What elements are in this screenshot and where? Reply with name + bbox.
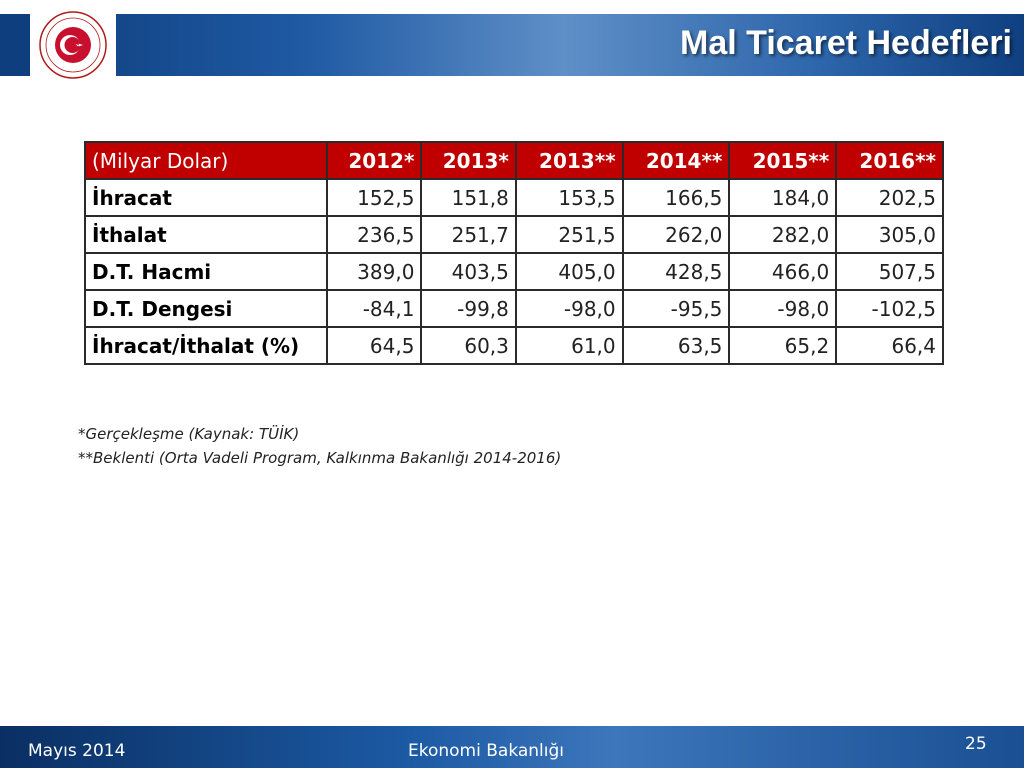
footer-bar: Mayıs 2014 Ekonomi Bakanlığı 25 (0, 726, 1024, 768)
footnotes: *Gerçekleşme (Kaynak: TÜİK) **Beklenti (… (78, 422, 561, 470)
footer-ministry: Ekonomi Bakanlığı (408, 741, 565, 761)
table-cell: 251,5 (514, 215, 624, 254)
table-cell: 153,5 (514, 178, 624, 217)
table-row-ihracat: İhracat 152,5 151,8 153,5 166,5 184,0 20… (84, 178, 944, 217)
footnote-actual: *Gerçekleşme (Kaynak: TÜİK) (78, 425, 300, 443)
table-cell: 236,5 (325, 215, 423, 254)
table-cell: -95,5 (621, 289, 731, 328)
slide-number: 25 (965, 734, 987, 754)
table-cell: -102,5 (835, 289, 944, 328)
table-cell: 305,0 (835, 215, 944, 254)
column-header-2016: 2016** (835, 141, 944, 180)
table-cell: 262,0 (621, 215, 731, 254)
row-label: D.T. Hacmi (84, 252, 328, 291)
table-row-ithalat: İthalat 236,5 251,7 251,5 262,0 282,0 30… (84, 215, 944, 254)
table-cell: 64,5 (325, 326, 423, 365)
header-banner (0, 14, 1024, 76)
table-cell: 466,0 (728, 252, 838, 291)
table-cell: 282,0 (728, 215, 838, 254)
ministry-logo-icon (39, 11, 107, 79)
table-cell: 202,5 (835, 178, 944, 217)
table-cell: 63,5 (621, 326, 731, 365)
row-label: İhracat/İthalat (%) (84, 326, 328, 365)
table-cell: -84,1 (325, 289, 423, 328)
table-cell: 166,5 (621, 178, 731, 217)
table-cell: 66,4 (835, 326, 944, 365)
table-cell: 507,5 (835, 252, 944, 291)
table-cell: 184,0 (728, 178, 838, 217)
header-left-strip (0, 14, 30, 76)
table-cell: 60,3 (420, 326, 517, 365)
page-title: Mal Ticaret Hedefleri (680, 24, 1012, 62)
table-cell: 61,0 (514, 326, 624, 365)
column-header-2013-actual: 2013* (420, 141, 517, 180)
table-cell: -99,8 (420, 289, 517, 328)
footer-date: Mayıs 2014 (28, 741, 126, 761)
footnote-expected: **Beklenti (Orta Vadeli Program, Kalkınm… (78, 449, 562, 467)
table-cell: 405,0 (514, 252, 624, 291)
table-row-dt-dengesi: D.T. Dengesi -84,1 -99,8 -98,0 -95,5 -98… (84, 289, 944, 328)
table-header-row: (Milyar Dolar) 2012* 2013* 2013** 2014**… (84, 141, 944, 180)
trade-targets-table: (Milyar Dolar) 2012* 2013* 2013** 2014**… (84, 141, 944, 365)
column-header-2015: 2015** (728, 141, 838, 180)
column-header-2013-expected: 2013** (514, 141, 624, 180)
row-label: D.T. Dengesi (84, 289, 328, 328)
table-cell: 428,5 (621, 252, 731, 291)
row-label: İhracat (84, 178, 328, 217)
table-cell: 403,5 (420, 252, 517, 291)
table-row-ihracat-ithalat-ratio: İhracat/İthalat (%) 64,5 60,3 61,0 63,5 … (84, 326, 944, 365)
column-header-unit: (Milyar Dolar) (84, 141, 328, 180)
table-cell: 389,0 (325, 252, 423, 291)
row-label: İthalat (84, 215, 328, 254)
table-cell: -98,0 (728, 289, 838, 328)
table-cell: 151,8 (420, 178, 517, 217)
table-cell: 251,7 (420, 215, 517, 254)
table-cell: 152,5 (325, 178, 423, 217)
column-header-2014: 2014** (621, 141, 731, 180)
table-cell: -98,0 (514, 289, 624, 328)
column-header-2012: 2012* (325, 141, 423, 180)
table-cell: 65,2 (728, 326, 838, 365)
table-row-dt-hacmi: D.T. Hacmi 389,0 403,5 405,0 428,5 466,0… (84, 252, 944, 291)
